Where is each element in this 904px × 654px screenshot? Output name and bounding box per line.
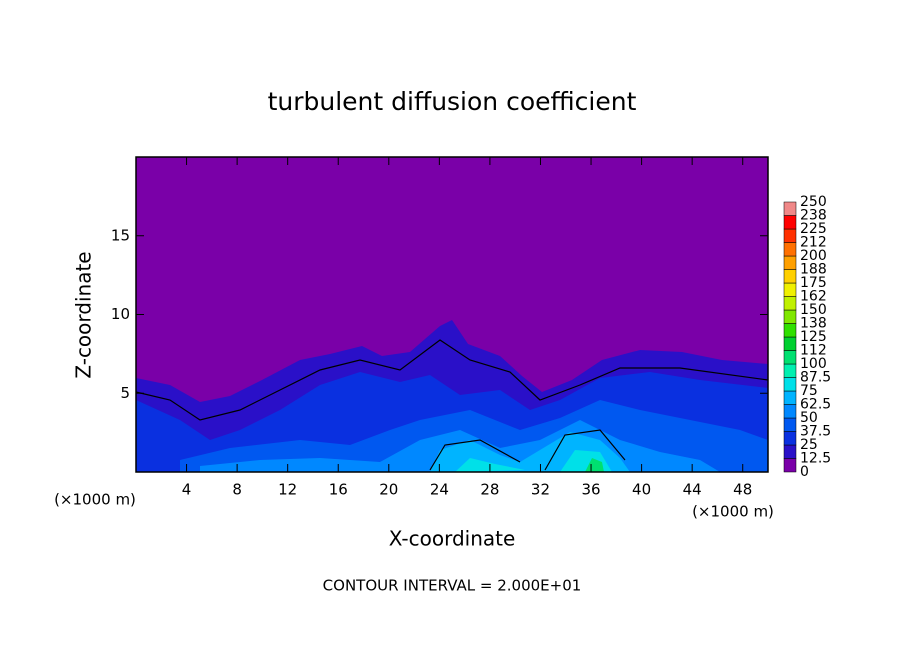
x-tick-label: 36	[581, 481, 600, 499]
colorbar-segment	[783, 417, 797, 432]
colorbar-label: 150	[800, 302, 827, 318]
x-tick-label: 40	[632, 481, 651, 499]
colorbar-segment	[783, 323, 797, 338]
colorbar-label: 125	[800, 329, 827, 345]
footnote: CONTOUR INTERVAL = 2.000E+01	[323, 577, 582, 595]
colorbar-label: 200	[800, 248, 827, 264]
field-shape	[455, 450, 612, 472]
field	[135, 156, 769, 473]
x-tick-label: 12	[278, 481, 297, 499]
colorbar-label: 188	[800, 262, 827, 278]
colorbar-segment	[783, 296, 797, 311]
colorbar-label: 50	[800, 410, 818, 426]
colorbar-segment	[783, 377, 797, 392]
colorbar-segment	[783, 444, 797, 459]
y-tick-label: 15	[111, 226, 130, 244]
colorbar-label: 138	[800, 316, 827, 332]
colorbar-segment	[783, 431, 797, 446]
colorbar-label: 112	[800, 343, 827, 359]
x-tick-label: 24	[430, 481, 449, 499]
x-tick-label: 8	[232, 481, 242, 499]
colorbar-label: 75	[800, 383, 818, 399]
y-tick-label: 10	[111, 305, 130, 323]
colorbar-label: 238	[800, 208, 827, 224]
colorbar-segment	[783, 242, 797, 257]
x-tick-label: 4	[182, 481, 192, 499]
colorbar-label: 212	[800, 235, 827, 251]
colorbar-segment	[783, 404, 797, 419]
contour-line	[135, 339, 769, 471]
colorbar-label: 62.5	[800, 397, 831, 413]
colorbar-label: 87.5	[800, 370, 831, 386]
chart-title: turbulent diffusion coefficient	[268, 87, 637, 116]
colorbar-label: 225	[800, 221, 827, 237]
colorbar-label: 37.5	[800, 424, 831, 440]
x-axis-label: X-coordinate	[389, 527, 516, 551]
x-tick-label: 20	[379, 481, 398, 499]
colorbar-label: 100	[800, 356, 827, 372]
colorbar-segment	[783, 282, 797, 297]
colorbar-label: 162	[800, 289, 827, 305]
colorbar-label: 25	[800, 437, 818, 453]
colorbar-segment	[783, 255, 797, 270]
colorbar-segment	[783, 390, 797, 405]
x-tick-label: 32	[531, 481, 550, 499]
colorbar-segment	[783, 350, 797, 365]
colorbar-label: 175	[800, 275, 827, 291]
y-axis-label: Z-coordinate	[72, 251, 96, 378]
colorbar-label: 250	[800, 194, 827, 210]
field-shape	[585, 458, 604, 472]
x-tick-label: 44	[683, 481, 702, 499]
x-tick-label: 48	[733, 481, 752, 499]
y-tick-label: 5	[120, 384, 130, 402]
colorbar-segment	[783, 269, 797, 284]
colorbar-segment	[783, 458, 797, 473]
colorbar-segment	[783, 228, 797, 243]
x-tick-label: 28	[480, 481, 499, 499]
x-unit-label: (×1000 m)	[692, 503, 774, 521]
colorbar-segment	[783, 201, 797, 216]
x-tick-label: 16	[329, 481, 348, 499]
colorbar-segment	[783, 309, 797, 324]
colorbar-segment	[783, 215, 797, 230]
colorbar-segment	[783, 363, 797, 378]
colorbar-segment	[783, 336, 797, 351]
colorbar-label: 0	[800, 464, 809, 480]
colorbar-label: 12.5	[800, 451, 831, 467]
x-unit-label: (×1000 m)	[54, 491, 136, 509]
